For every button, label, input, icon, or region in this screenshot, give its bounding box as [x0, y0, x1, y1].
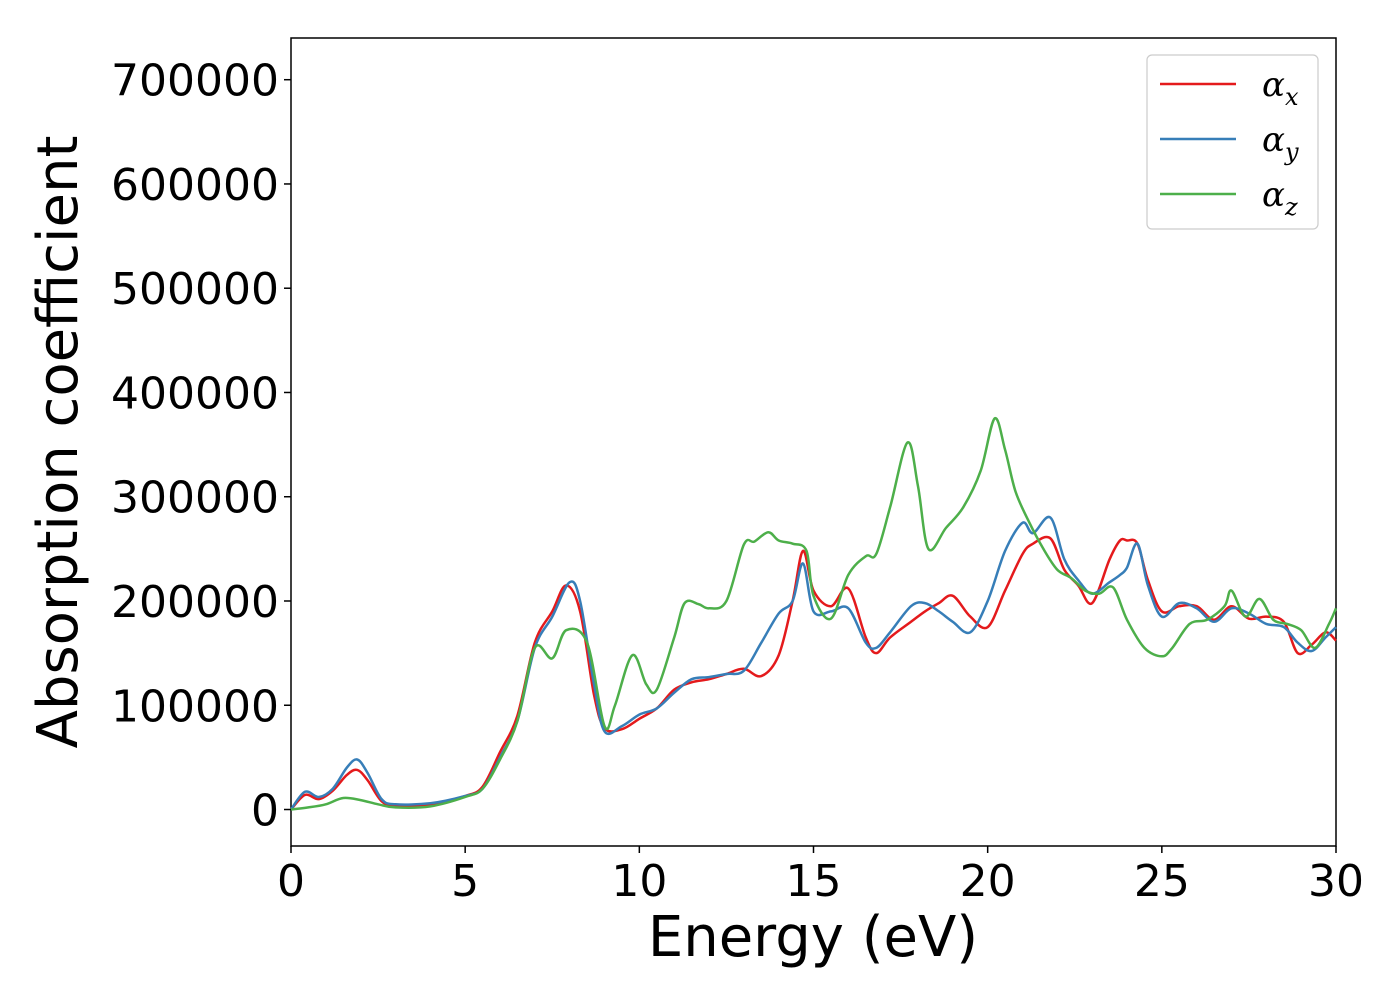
x-tick-label: 25	[1134, 856, 1190, 907]
series-line-x	[290, 535, 1337, 811]
x-tick-label: 15	[786, 856, 842, 907]
y-tick-label: 100000	[111, 681, 279, 732]
y-tick-label: 400000	[111, 368, 279, 419]
x-axis-label: Energy (eV)	[648, 905, 978, 970]
y-tick-label: 500000	[111, 264, 279, 315]
x-tick-label: 0	[277, 856, 305, 907]
y-tick-label: 700000	[111, 56, 279, 107]
y-axis: 0 100000 200000 300000 400000 500000 600000 700…	[111, 56, 291, 837]
x-tick-label: 30	[1308, 856, 1364, 907]
x-axis: 0 5 10 15 20 25 30	[277, 846, 1364, 907]
y-axis-label: Absorption coefficient	[26, 136, 91, 749]
y-tick-label: 300000	[111, 473, 279, 524]
y-tick-label: 0	[251, 786, 279, 837]
y-tick-label: 600000	[111, 160, 279, 211]
x-tick-label: 10	[611, 856, 667, 907]
legend-label-y: αy	[1262, 120, 1299, 166]
y-tick-label: 200000	[111, 577, 279, 628]
x-tick-label: 5	[451, 856, 479, 907]
series-lines	[289, 417, 1338, 811]
series-line-z	[290, 417, 1338, 811]
legend-box	[1146, 54, 1319, 230]
x-tick-label: 20	[960, 856, 1016, 907]
